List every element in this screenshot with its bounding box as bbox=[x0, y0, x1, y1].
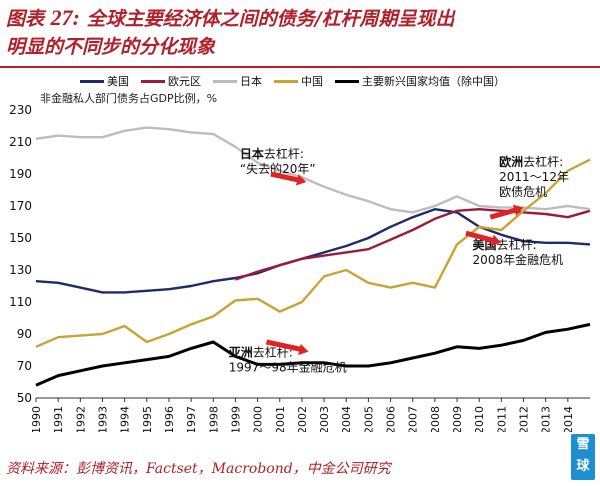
annotation-asia-line1: 亚洲去杠杆: bbox=[229, 344, 293, 359]
y-tick-label: 210 bbox=[9, 135, 32, 149]
x-tick-label: 2009 bbox=[451, 406, 464, 432]
x-tick-label: 2013 bbox=[540, 406, 553, 432]
legend-item-em: 主要新兴国家均值（除中国） bbox=[335, 73, 505, 89]
legend-swatch-em bbox=[335, 79, 359, 83]
arrow-euro-head bbox=[512, 204, 524, 216]
annotation-us-line2: 2008年金融危机 bbox=[473, 252, 564, 267]
chart-title: 图表 27: 全球主要经济体之间的债务/杠杆周期呈现出 明显的不同步的分化现象 bbox=[6, 4, 596, 61]
x-tick-label: 2014 bbox=[562, 406, 575, 432]
title-prefix: 图表 bbox=[6, 8, 45, 30]
x-tick-label: 2005 bbox=[362, 406, 375, 432]
legend-swatch-japan bbox=[213, 79, 237, 83]
x-tick-label: 2002 bbox=[296, 406, 309, 432]
arrow-us-shaft bbox=[465, 230, 496, 244]
title-number: 27: bbox=[50, 5, 80, 30]
y-tick-label: 170 bbox=[9, 199, 32, 213]
x-tick-label: 2007 bbox=[407, 406, 420, 432]
y-tick-label: 70 bbox=[17, 359, 32, 373]
y-tick-label: 90 bbox=[17, 327, 32, 341]
x-tick-label: 2006 bbox=[385, 406, 398, 432]
annotation-japan-region: 日本 bbox=[240, 146, 264, 161]
annotation-euro-line1: 欧洲去杠杆: bbox=[499, 154, 563, 169]
legend-label-em: 主要新兴国家均值（除中国） bbox=[362, 75, 505, 88]
annotation-euro-region: 欧洲 bbox=[499, 154, 523, 169]
annotation-asia-line2: 1997～98年金融危机 bbox=[229, 359, 347, 374]
arrow-japan-shaft bbox=[270, 171, 301, 183]
legend-label-japan: 日本 bbox=[240, 75, 262, 88]
legend-swatch-euro bbox=[141, 79, 165, 83]
x-tick-label: 1998 bbox=[207, 406, 220, 432]
x-tick-label: 2001 bbox=[274, 406, 287, 432]
annotation-euro-line3: 欧债危机 bbox=[499, 185, 547, 199]
x-tick-label: 2003 bbox=[318, 406, 331, 432]
x-tick-label: 1997 bbox=[185, 406, 198, 432]
annotation-euro-line2: 2011～12年 bbox=[499, 170, 569, 184]
title-line1: 全球主要经济体之间的债务/杠杆周期呈现出 bbox=[86, 8, 455, 30]
series-line-em bbox=[35, 322, 591, 387]
y-tick-label: 150 bbox=[9, 231, 32, 245]
annotation-asia-label: 去杠杆: bbox=[253, 344, 293, 359]
arrow-asia-head bbox=[298, 343, 309, 356]
legend-swatch-us bbox=[80, 79, 104, 83]
y-tick-label: 110 bbox=[9, 295, 32, 309]
annotation-japan-label: 去杠杆: bbox=[264, 146, 304, 161]
series-line-us bbox=[35, 207, 591, 294]
legend-label-china: 中国 bbox=[301, 75, 323, 88]
y-axis-label: 非金融私人部门债务占GDP比例，% bbox=[40, 92, 217, 105]
arrow-asia-shaft bbox=[265, 339, 304, 353]
legend-item-us: 美国 bbox=[80, 73, 129, 89]
annotation-us-label: 去杠杆: bbox=[497, 237, 537, 252]
x-tick-label: 1995 bbox=[141, 406, 154, 432]
x-tick-label: 2012 bbox=[518, 406, 531, 432]
annotation-asia-region: 亚洲 bbox=[229, 345, 253, 359]
x-tick-label: 1990 bbox=[30, 406, 43, 432]
x-tick-label: 1992 bbox=[74, 406, 87, 432]
x-tick-label: 2011 bbox=[495, 406, 508, 432]
legend-swatch-china bbox=[274, 79, 298, 83]
series-line-japan bbox=[35, 126, 591, 214]
y-tick-label: 50 bbox=[17, 391, 32, 405]
chart-legend: 美国 欧元区 日本 中国 主要新兴国家均值（除中国） bbox=[80, 73, 517, 89]
x-tick-label: 1996 bbox=[163, 406, 176, 432]
y-tick-label: 230 bbox=[9, 103, 32, 117]
x-tick-label: 1993 bbox=[96, 406, 109, 432]
x-tick-label: 2010 bbox=[473, 406, 486, 432]
legend-item-japan: 日本 bbox=[213, 73, 262, 89]
logo-char-1: 雪 bbox=[576, 437, 590, 452]
x-tick-label: 2004 bbox=[340, 406, 353, 432]
x-tick-label: 2008 bbox=[429, 406, 442, 432]
series-line-euro bbox=[234, 207, 591, 281]
x-tick-label: 1994 bbox=[119, 406, 132, 432]
source-note: 资料来源：彭博资讯，Factset，Macrobond，中金公司研究 bbox=[6, 461, 391, 477]
legend-label-euro: 欧元区 bbox=[168, 75, 201, 88]
title-line2: 明显的不同步的分化现象 bbox=[6, 36, 216, 58]
legend-item-china: 中国 bbox=[274, 73, 323, 89]
logo-char-2: 球 bbox=[576, 459, 590, 474]
arrow-japan-head bbox=[295, 174, 307, 186]
annotation-euro-label: 去杠杆: bbox=[523, 154, 563, 169]
x-tick-label: 1991 bbox=[52, 406, 65, 432]
y-tick-label: 190 bbox=[9, 167, 32, 181]
xueqiu-logo: 雪 球 bbox=[571, 434, 595, 480]
annotation-japan-line1: 日本去杠杆: bbox=[240, 146, 304, 161]
title-rule bbox=[0, 66, 600, 68]
series-line-china bbox=[35, 158, 591, 348]
x-tick-label: 1999 bbox=[229, 406, 242, 432]
annotation-japan-line2: “失去的20年” bbox=[240, 161, 316, 176]
arrow-us-head bbox=[490, 234, 502, 246]
debt-to-gdp-chart: 非金融私人部门债务占GDP比例，% 50 70 90 110 130 150 170 190 21… bbox=[9, 92, 591, 432]
arrow-euro-shaft bbox=[489, 207, 519, 220]
legend-item-euro: 欧元区 bbox=[141, 73, 201, 89]
y-tick-label: 130 bbox=[9, 263, 32, 277]
x-tick-label: 2000 bbox=[252, 406, 265, 432]
legend-label-us: 美国 bbox=[107, 75, 129, 88]
